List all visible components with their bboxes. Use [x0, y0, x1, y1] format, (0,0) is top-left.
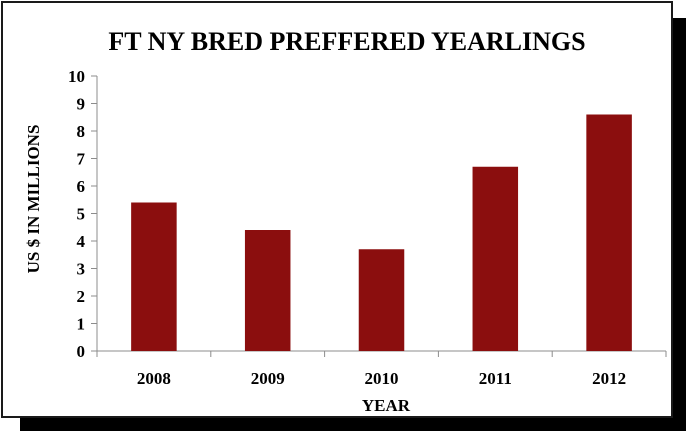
y-tick-label: 6 [77, 177, 86, 196]
y-ticks: 0 1 2 3 4 5 6 7 8 9 10 [68, 67, 97, 361]
y-tick-label: 8 [77, 122, 86, 141]
y-tick-label: 3 [77, 260, 86, 279]
y-tick-label: 10 [68, 67, 85, 86]
x-tick-label: 2010 [365, 369, 399, 388]
bar-2012 [586, 114, 632, 351]
x-tick-label: 2009 [251, 369, 285, 388]
x-axis-label: YEAR [362, 396, 411, 415]
y-axis-label: US $ IN MILLIONS [24, 125, 43, 274]
bar-2008 [131, 202, 177, 351]
y-tick-label: 2 [77, 287, 86, 306]
frame-border [1, 1, 673, 418]
x-tick-label: 2011 [479, 369, 512, 388]
y-tick-label: 5 [77, 205, 86, 224]
bar-2009 [244, 230, 291, 351]
x-ticks: 2008 2009 2010 2011 2012 [96, 351, 667, 388]
y-tick-label: 7 [77, 150, 86, 169]
x-tick-label: 2008 [137, 369, 171, 388]
y-tick-label: 1 [77, 315, 86, 334]
chart-title: FT NY BRED PREFFERED YEARLINGS [108, 27, 585, 56]
bars [131, 114, 632, 351]
y-tick-label: 0 [77, 342, 86, 361]
bar-2010 [358, 249, 405, 351]
bar-2011 [472, 166, 519, 351]
y-tick-label: 4 [77, 232, 86, 251]
x-tick-label: 2012 [592, 369, 626, 388]
y-tick-label: 9 [77, 95, 86, 114]
